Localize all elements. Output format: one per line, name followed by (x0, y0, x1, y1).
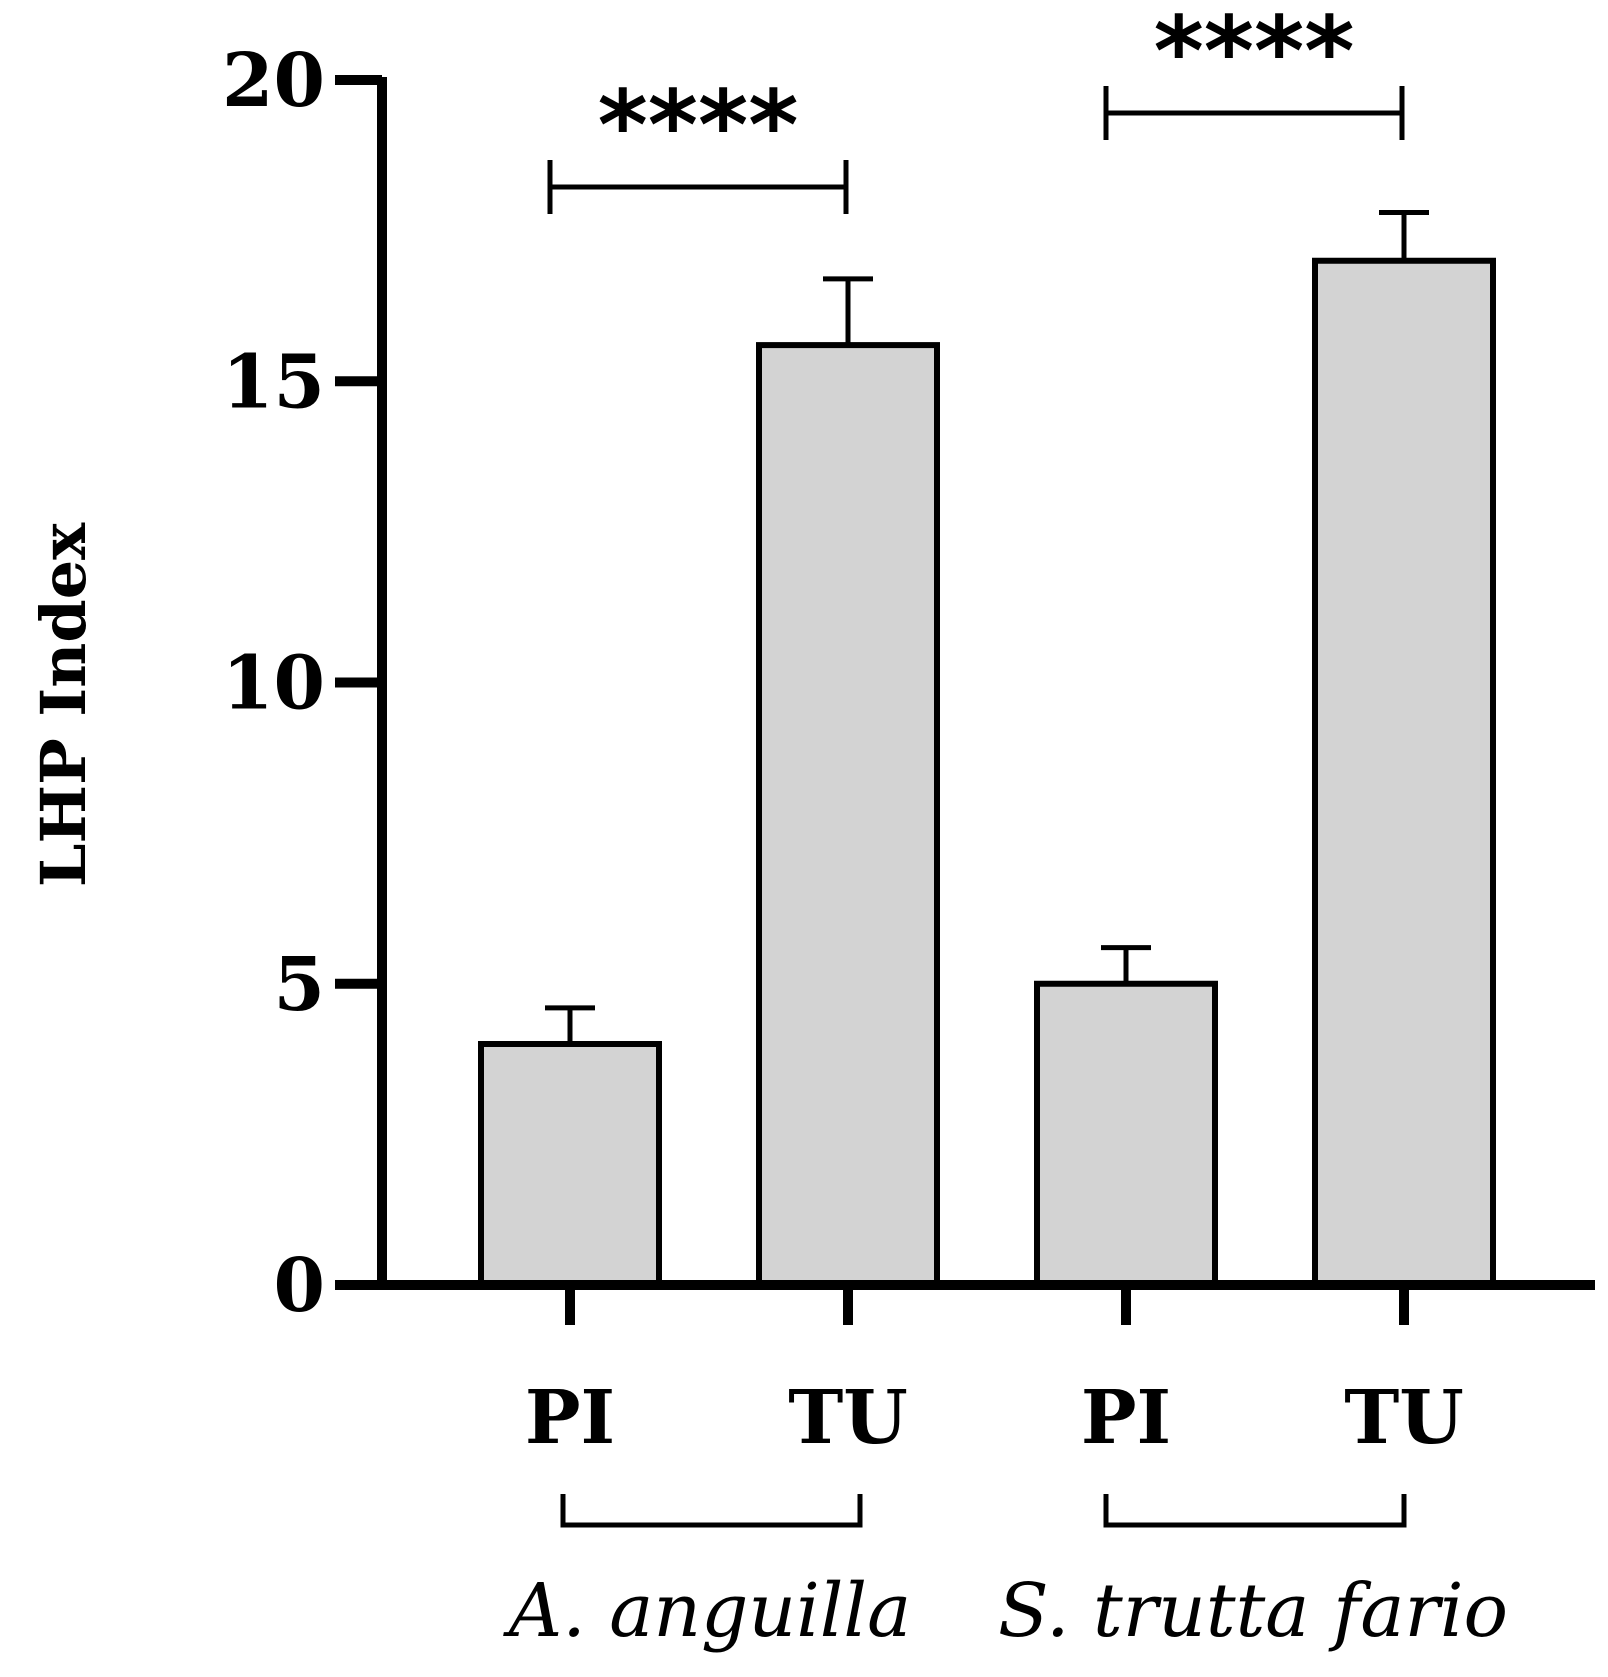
y-axis-title: LHP Index (27, 522, 100, 887)
group-bracket (560, 1494, 863, 1528)
group-label: A. anguilla (503, 1568, 911, 1654)
x-tick-label: PI (525, 1375, 615, 1461)
group-label: S. trutta fario (998, 1568, 1508, 1654)
bar (478, 1041, 662, 1288)
x-tick-label: TU (788, 1375, 908, 1461)
significance-label: **** (598, 70, 799, 182)
significance-label: **** (1154, 0, 1355, 108)
y-tick-label: 10 (222, 641, 325, 727)
x-tick-label: PI (1081, 1375, 1171, 1461)
bar (756, 342, 940, 1289)
x-axis: PI TU PI TU (335, 1280, 1595, 1461)
bars (478, 210, 1496, 1289)
x-tick-label: TU (1344, 1375, 1464, 1461)
y-axis: 0 5 10 15 20 (222, 38, 387, 1329)
bar (1034, 980, 1218, 1288)
y-tick-label: 15 (222, 339, 325, 425)
group-bracket (1103, 1494, 1407, 1528)
y-tick-label: 20 (222, 38, 325, 124)
y-tick-label: 5 (274, 942, 326, 1028)
significance-brackets: **** **** (547, 0, 1405, 214)
y-tick-label: 0 (274, 1243, 326, 1329)
group-brackets: A. anguilla S. trutta fario (503, 1494, 1508, 1654)
bar (1312, 257, 1496, 1288)
